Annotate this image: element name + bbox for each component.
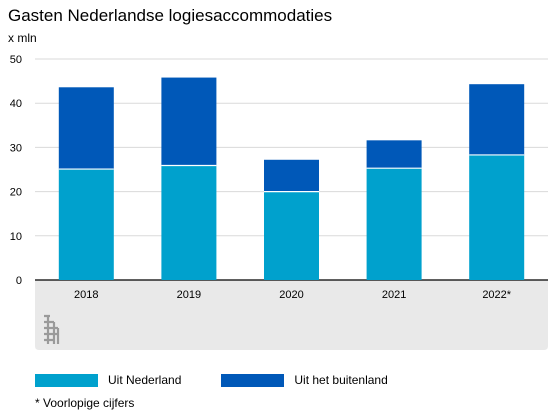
bar-segment-nl	[366, 168, 422, 280]
x-tick-label: 2019	[177, 289, 201, 301]
bar-segment-nl	[161, 165, 217, 280]
legend-item-nl: Uit Nederland	[35, 373, 181, 387]
bar-segment-foreign	[469, 84, 525, 155]
x-tick-label: 2022*	[482, 289, 511, 301]
bar-segment-nl	[58, 169, 114, 280]
legend-swatch-foreign	[221, 373, 285, 387]
bar-segment-foreign	[58, 87, 114, 170]
legend: Uit Nederland Uit het buitenland	[35, 373, 388, 387]
legend-label-foreign: Uit het buitenland	[294, 373, 388, 387]
x-tick-label: 2018	[74, 289, 98, 301]
bar-segment-foreign	[161, 77, 217, 166]
x-tick-label: 2020	[279, 289, 303, 301]
y-tick-label: 50	[10, 54, 22, 66]
legend-item-foreign: Uit het buitenland	[221, 373, 388, 387]
bar-segment-foreign	[366, 140, 422, 169]
y-tick-label: 30	[10, 142, 22, 154]
bar-segment-nl	[264, 191, 319, 280]
cbs-logo-icon	[44, 314, 60, 344]
footnote: * Voorlopige cijfers	[35, 396, 135, 410]
x-tick-label: 2021	[382, 289, 406, 301]
y-tick-label: 40	[10, 98, 22, 110]
chart-title: Gasten Nederlandse logiesaccommodaties	[8, 6, 333, 25]
x-axis-panel	[35, 280, 548, 350]
bar-segment-foreign	[264, 159, 319, 192]
y-tick-label: 0	[16, 275, 22, 287]
legend-swatch-nl	[35, 373, 98, 387]
y-axis-unit: x mln	[8, 31, 37, 45]
legend-label-nl: Uit Nederland	[108, 373, 182, 387]
y-tick-label: 10	[10, 231, 22, 243]
y-tick-label: 20	[10, 187, 22, 199]
bar-segment-nl	[469, 154, 525, 280]
